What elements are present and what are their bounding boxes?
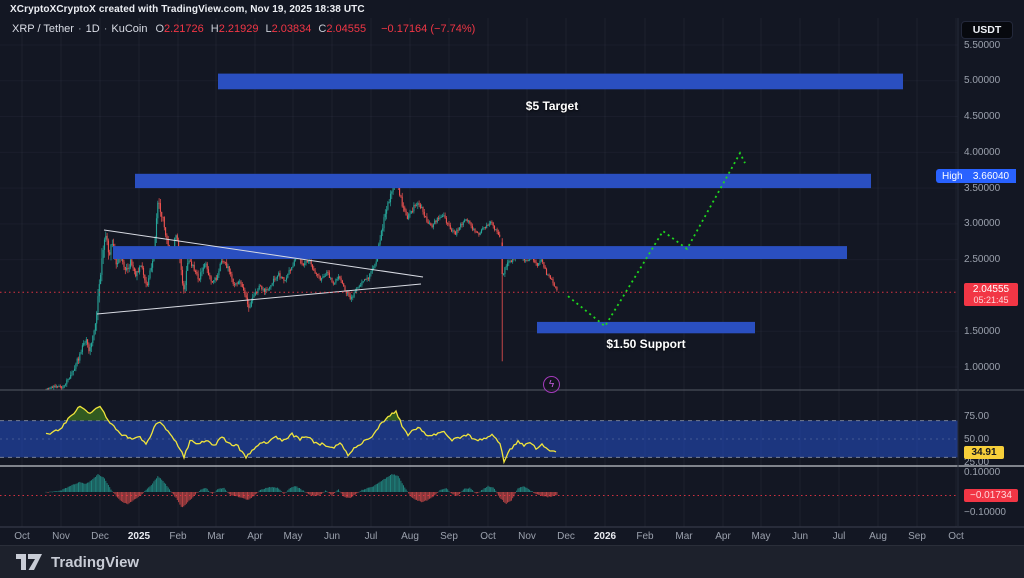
target-zone-label: $5 Target xyxy=(525,99,579,113)
axis-tick-label: 5.50000 xyxy=(964,39,1001,51)
time-tick-label: Sep xyxy=(440,531,458,542)
axis-tick-label: 3.50000 xyxy=(964,182,1001,194)
time-tick-label: Sep xyxy=(908,531,926,542)
time-tick-label: Dec xyxy=(557,531,575,542)
axis-tick-label: 3.00000 xyxy=(964,218,1001,230)
time-tick-label: Feb xyxy=(169,531,187,542)
time-tick-label: Feb xyxy=(636,531,654,542)
grid-lines xyxy=(0,18,958,527)
time-tick-label: Apr xyxy=(247,531,263,542)
axis-tick-label: 2.50000 xyxy=(964,254,1001,266)
timeframe-label[interactable]: 1D xyxy=(85,23,100,35)
attribution-text: XCryptoXCryptoX created with TradingView… xyxy=(10,4,365,15)
bar-countdown: 05:21:45 xyxy=(973,295,1009,305)
symbol-name[interactable]: XRP / Tether xyxy=(12,23,74,35)
boost-lightning-icon[interactable]: ϟ xyxy=(543,376,560,393)
tradingview-logo-icon[interactable] xyxy=(16,553,43,571)
time-tick-label: Nov xyxy=(52,531,70,542)
axis-tick-label: −0.10000 xyxy=(964,506,1006,518)
ohlc-value: 2.21726 xyxy=(164,23,204,35)
ohlc-value: 2.04555 xyxy=(326,23,367,35)
axis-tick-label: 50.00 xyxy=(964,433,990,445)
time-tick-label: Jul xyxy=(364,531,378,542)
time-tick-label: Oct xyxy=(480,531,496,542)
axis-tick-label: 4.00000 xyxy=(964,146,1001,158)
ohlc-key: L xyxy=(265,23,272,35)
zone-rectangles xyxy=(113,73,903,334)
change-value: −0.17164 (−7.74%) xyxy=(381,23,476,35)
symbol-legend[interactable]: XRP / Tether · 1D · KuCoin O2.21726 H2.21929 L2… xyxy=(12,23,475,35)
time-tick-label: May xyxy=(283,531,303,542)
ohlc-key: H xyxy=(210,23,219,35)
ohlc-value: 2.03834 xyxy=(271,23,312,35)
axis-tick-label: 75.00 xyxy=(964,410,990,422)
time-tick-label: May xyxy=(751,531,771,542)
last-price-value: 2.04555 xyxy=(972,284,1010,295)
projection-path xyxy=(567,151,746,328)
ohlc-key: C xyxy=(318,23,327,35)
candles-layer xyxy=(45,177,558,390)
axis-tick-label: 1.00000 xyxy=(964,361,1001,373)
ohlc-value: 2.21929 xyxy=(218,23,259,35)
last-price-badge: 2.04555 05:21:45 xyxy=(964,283,1018,306)
time-tick-label: Jul xyxy=(832,531,846,542)
time-tick-label: Mar xyxy=(675,531,693,542)
axis-tick-label: 25.00 xyxy=(964,456,990,468)
time-tick-label: 2026 xyxy=(593,531,617,542)
rsi-line xyxy=(45,405,557,465)
high-price-label: High xyxy=(936,169,969,183)
currency-toggle-badge[interactable]: USDT xyxy=(961,21,1013,39)
histogram-pane xyxy=(0,474,958,508)
time-tick-label: Oct xyxy=(948,531,964,542)
footer-bar: TradingView xyxy=(0,545,1024,578)
ohlc-values: O2.21726 H2.21929 L2.03834 C2.04555 xyxy=(155,23,373,35)
high-price-badge: 3.66040 xyxy=(966,169,1016,183)
legend-separator: · xyxy=(77,23,82,35)
rsi-value-badge: 34.91 xyxy=(964,446,1004,459)
time-tick-label: Nov xyxy=(518,531,536,542)
axis-tick-label: 1.50000 xyxy=(964,325,1001,337)
tradingview-brand-text[interactable]: TradingView xyxy=(51,553,140,571)
time-tick-label: 2025 xyxy=(127,531,151,542)
time-tick-label: Jun xyxy=(323,531,341,542)
axis-tick-label: 0.10000 xyxy=(964,466,1001,478)
axis-tick-label: 4.50000 xyxy=(964,111,1001,123)
time-tick-label: Apr xyxy=(715,531,731,542)
axis-tick-label: 5.00000 xyxy=(964,75,1001,87)
support-zone-label: $1.50 Support xyxy=(606,337,686,351)
time-tick-label: Dec xyxy=(91,531,109,542)
legend-separator: · xyxy=(103,23,108,35)
exchange-label: KuCoin xyxy=(111,23,148,35)
time-tick-label: Mar xyxy=(207,531,225,542)
time-tick-label: Jun xyxy=(791,531,809,542)
time-tick-label: Aug xyxy=(869,531,887,542)
rsi-pane xyxy=(0,405,958,465)
trendlines xyxy=(96,229,424,315)
ohlc-key: O xyxy=(155,23,165,35)
time-tick-label: Oct xyxy=(14,531,30,542)
histogram-value-badge: −0.01734 xyxy=(964,489,1018,502)
time-tick-label: Aug xyxy=(401,531,419,542)
